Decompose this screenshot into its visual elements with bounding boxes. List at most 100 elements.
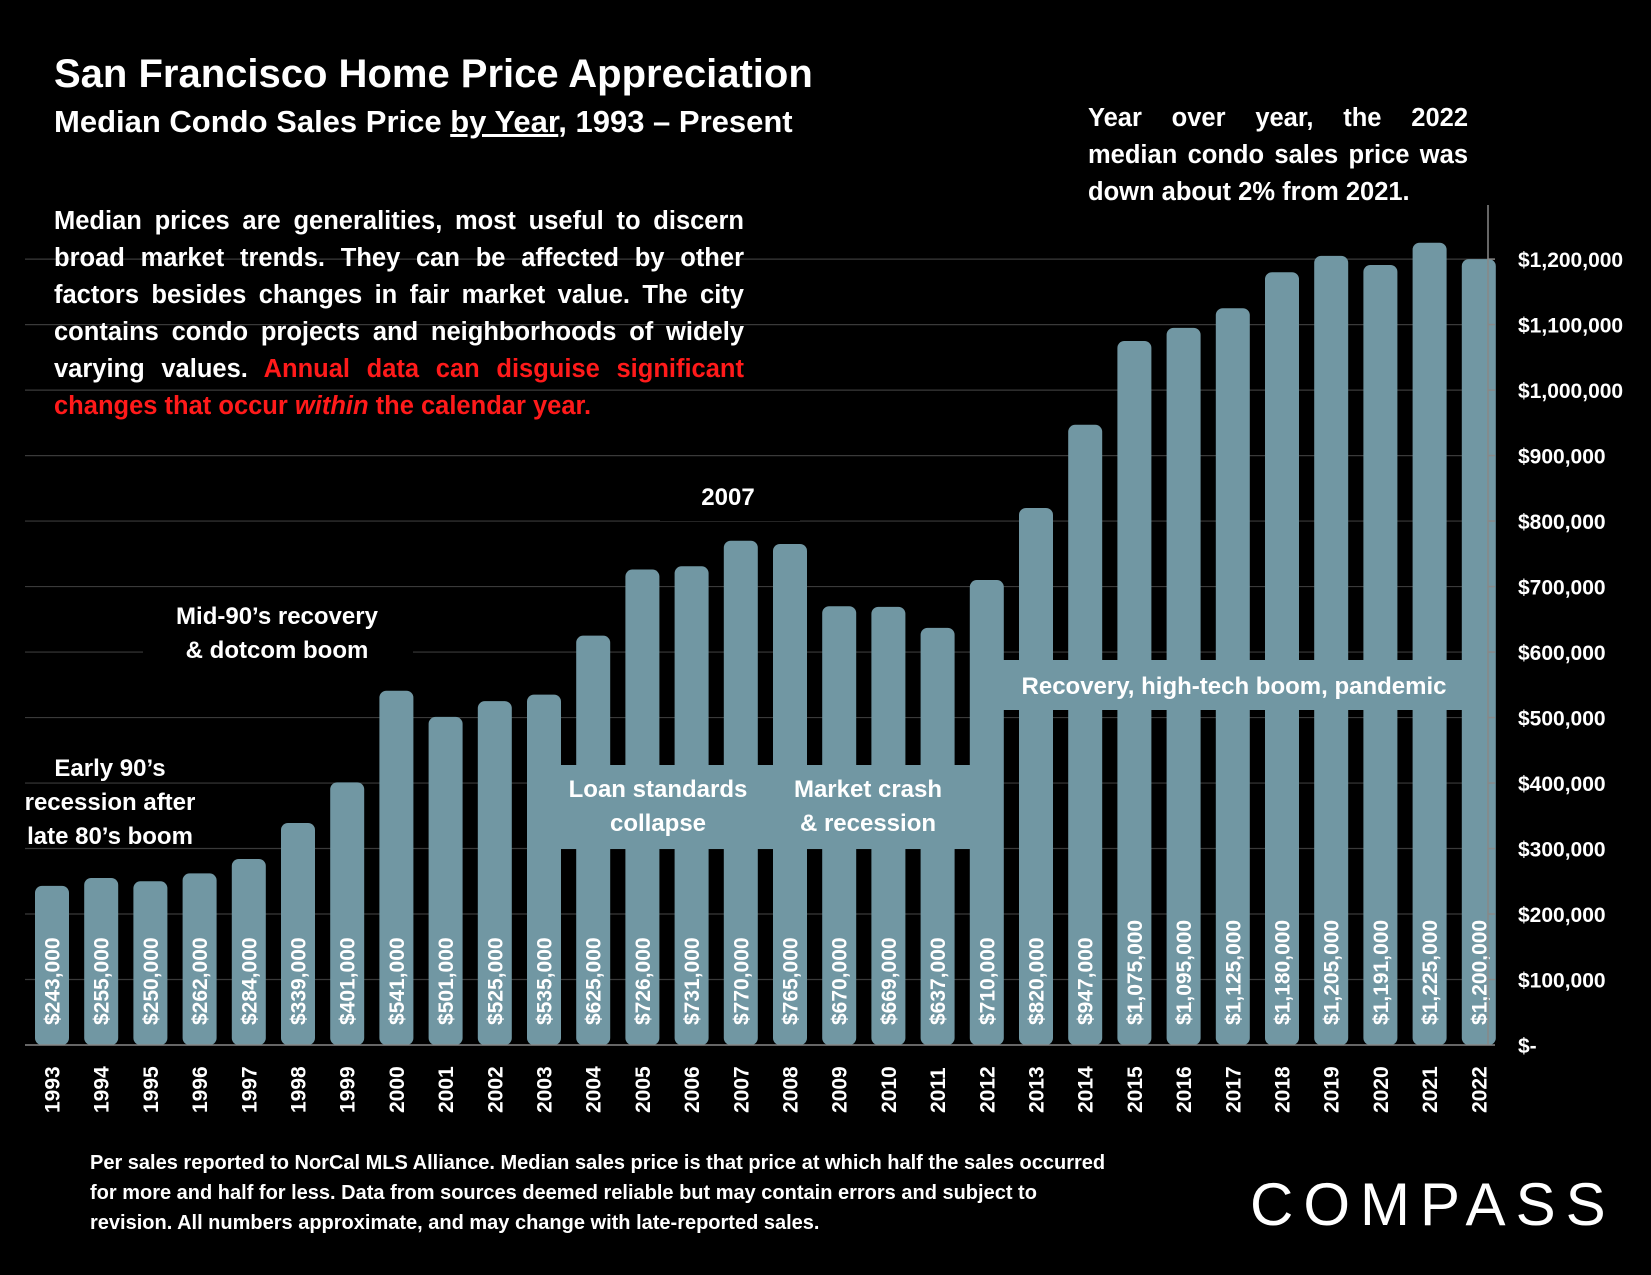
bar-value-label: $625,000	[583, 937, 606, 1025]
compass-logo: COMPASS	[1250, 1171, 1616, 1238]
annotation-crash: Market crash	[794, 776, 942, 803]
annotation-mid-90s: Mid-90’s recovery	[176, 603, 379, 630]
bar	[281, 822, 315, 1045]
bar	[477, 701, 512, 1045]
x-tick-label: 2016	[1173, 1066, 1196, 1113]
bar	[1412, 242, 1447, 1045]
bar-value-label: $255,000	[91, 937, 114, 1025]
intro-white: Median prices are generalities, most use…	[54, 207, 744, 383]
x-tick-label: 1998	[288, 1066, 311, 1113]
bar-value-label: $401,000	[337, 937, 360, 1025]
annotation-loan: Loan standards	[569, 776, 748, 803]
x-tick-label: 2005	[632, 1066, 655, 1113]
x-tick-label: 1995	[140, 1066, 163, 1113]
x-tick-label: 2019	[1321, 1066, 1344, 1113]
x-tick-label: 2015	[1124, 1066, 1147, 1113]
bar-value-label: $947,000	[1075, 937, 1098, 1025]
y-tick-label: $1,200,000	[1518, 249, 1623, 272]
x-tick-label: 1997	[238, 1066, 261, 1113]
x-tick-label: 2012	[976, 1066, 999, 1113]
y-tick-label: $-	[1518, 1035, 1537, 1058]
bar	[1314, 255, 1349, 1045]
bar	[182, 873, 217, 1045]
x-tick-label: 2007	[730, 1066, 753, 1113]
bar-value-label: $710,000	[976, 937, 999, 1025]
bar	[330, 782, 365, 1045]
intro-text: Median prices are generalities, most use…	[54, 203, 744, 425]
x-tick-label: 1994	[91, 1066, 114, 1113]
axes: $- $100,000 $200,000 $300,000 $400,000 $500,0…	[25, 205, 1623, 1113]
x-tick-label: 1993	[42, 1066, 65, 1113]
x-tick-label: 2009	[829, 1066, 852, 1113]
annotation-2007-bg	[660, 475, 800, 521]
y-tick-label: $200,000	[1518, 904, 1606, 927]
annotation-mid-90s-bg	[143, 595, 413, 673]
x-tick-label: 2008	[780, 1066, 803, 1113]
bar-value-label: $1,205,000	[1321, 920, 1344, 1025]
x-tick-label: 2011	[927, 1067, 950, 1113]
bar-value-label: $501,000	[435, 937, 458, 1025]
x-tick-label: 2006	[681, 1066, 704, 1113]
annotation-2007: 2007	[701, 484, 754, 511]
intro-red-2: the calendar year.	[368, 392, 592, 420]
bar	[379, 690, 414, 1045]
x-tick-label: 2021	[1419, 1066, 1442, 1113]
y-tick-label: $1,000,000	[1518, 380, 1623, 403]
annotation-loan: collapse	[610, 810, 706, 837]
annotation-loan-bg	[545, 765, 990, 849]
x-tick-label: 2010	[878, 1066, 901, 1113]
y-tick-label: $400,000	[1518, 773, 1606, 796]
y-tick-label: $800,000	[1518, 511, 1606, 534]
x-tick-label: 2004	[583, 1066, 606, 1113]
bar-value-label: $726,000	[632, 937, 655, 1025]
y-tick-label: $100,000	[1518, 970, 1606, 993]
bar-value-label: $262,000	[189, 937, 212, 1025]
bar	[1068, 424, 1103, 1045]
bar-value-label: $637,000	[927, 937, 950, 1025]
bar	[1363, 265, 1398, 1045]
x-tick-label: 2022	[1468, 1066, 1491, 1113]
x-tick-label: 2014	[1075, 1066, 1098, 1113]
bar-value-label: $1,191,000	[1370, 920, 1393, 1025]
footnote: Per sales reported to NorCal MLS Allianc…	[90, 1152, 1106, 1234]
annotation-recovery-bg	[1003, 660, 1465, 710]
bar	[1265, 272, 1299, 1045]
bar-value-label: $284,000	[238, 937, 261, 1025]
bar-value-label: $1,125,000	[1222, 920, 1245, 1025]
y-tick-label: $900,000	[1518, 446, 1606, 469]
bar-value-label: $669,000	[878, 937, 901, 1025]
subtitle-underlined: by Year	[450, 104, 559, 139]
bar	[133, 881, 168, 1045]
page-title: San Francisco Home Price Appreciation	[54, 52, 813, 96]
y-tick-label: $300,000	[1518, 839, 1606, 862]
bar-value-label: $1,095,000	[1173, 920, 1196, 1025]
bar-value-label: $250,000	[140, 937, 163, 1025]
x-tick-label: 1996	[189, 1066, 212, 1113]
bar-value-label: $243,000	[42, 937, 65, 1025]
x-tick-label: 2017	[1222, 1066, 1245, 1113]
y-tick-label: $500,000	[1518, 708, 1606, 731]
annotation-mid-90s: & dotcom boom	[186, 637, 369, 664]
bar-value-label: $1,225,000	[1419, 920, 1442, 1025]
x-tick-label: 2020	[1370, 1066, 1393, 1113]
annotation-crash: & recession	[800, 810, 936, 837]
yoy-callout: Year over year, the 2022 median condo sa…	[1088, 104, 1468, 206]
bar-value-label: $1,200,000	[1468, 920, 1491, 1025]
subtitle-suffix: , 1993 – Present	[558, 104, 793, 139]
x-tick-label: 2013	[1026, 1066, 1049, 1113]
annotations: Early 90’s recession after late 80’s boom M…	[25, 475, 1465, 850]
page-subtitle: Median Condo Sales Price by Year, 1993 –…	[54, 104, 793, 140]
x-tick-label: 2001	[435, 1066, 458, 1113]
bar	[84, 878, 119, 1045]
y-tick-label: $1,100,000	[1518, 315, 1623, 338]
subtitle-prefix: Median Condo Sales Price	[54, 104, 451, 139]
bar-value-label: $525,000	[484, 937, 507, 1025]
annotation-early-90s: late 80’s boom	[27, 823, 193, 850]
intro-red-italic: within	[294, 392, 369, 420]
bar-value-label: $820,000	[1026, 937, 1049, 1025]
intro-red-1: Annual data can disguise significant cha…	[54, 355, 744, 420]
bar	[1019, 507, 1053, 1046]
bar	[35, 885, 69, 1045]
x-tick-label: 2000	[386, 1066, 409, 1113]
